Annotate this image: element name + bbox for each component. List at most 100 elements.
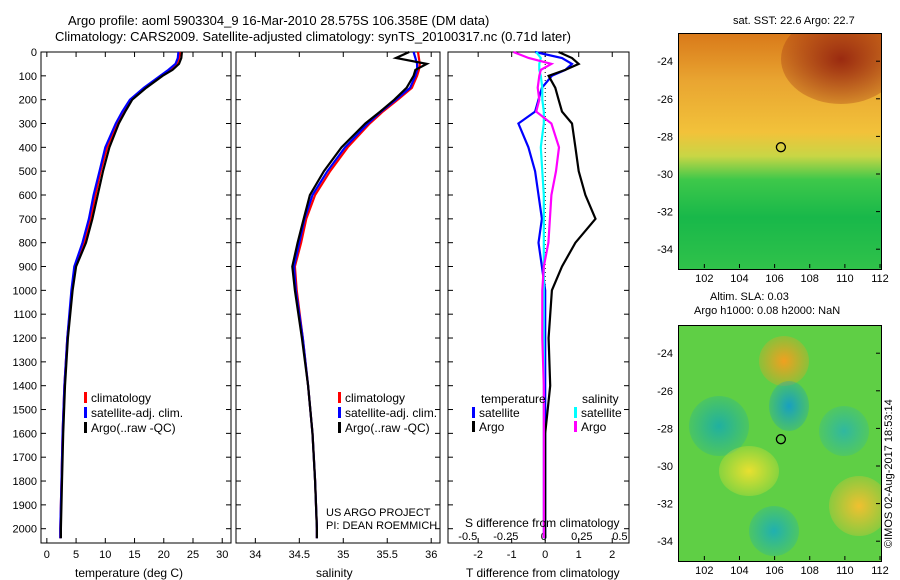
y-tick-label: 800 — [19, 238, 37, 250]
legend-swatch — [574, 407, 577, 418]
map-y-tick-label: -30 — [657, 169, 673, 181]
y-tick-label: 500 — [19, 166, 37, 178]
legend-label: Argo(..raw -QC) — [345, 421, 430, 435]
legend-label: satellite — [581, 406, 622, 420]
y-tick-label: 100 — [19, 71, 37, 83]
pi-label: PI: DEAN ROEMMICH — [326, 520, 438, 532]
x-tick-label: 5 — [73, 549, 79, 561]
y-tick-label: 700 — [19, 214, 37, 226]
y-tick-label: 1000 — [13, 285, 37, 297]
temperature-line-0 — [59, 51, 182, 539]
map-y-tick-label: -34 — [657, 244, 673, 256]
legend-label: satellite-adj. clim. — [345, 406, 437, 420]
legend-label: Argo — [479, 420, 505, 434]
map-y-tick-label: -30 — [657, 461, 673, 473]
map-y-tick-label: -28 — [657, 131, 673, 143]
map-y-tick-label: -32 — [657, 499, 673, 511]
argo-position-marker — [775, 434, 787, 445]
x-tick-label: 30 — [216, 549, 228, 561]
map-x-tick-label: 102 — [695, 565, 713, 577]
map-y-tick-label: -24 — [657, 56, 673, 68]
legend-label: climatology — [91, 391, 151, 405]
x-tick-label: 34 — [249, 549, 261, 561]
sst-map-title: sat. SST: 22.6 Argo: 22.7 — [733, 15, 855, 27]
map-y-tick-label: -24 — [657, 348, 673, 360]
diff-line-1 — [544, 50, 597, 539]
legend-swatch — [84, 392, 87, 403]
map-x-tick-label: 110 — [836, 273, 854, 285]
map-y-tick-label: -26 — [657, 94, 673, 106]
s-axis-label: S difference from climatology — [465, 516, 620, 530]
salinity-line-2 — [291, 50, 431, 539]
project-label: US ARGO PROJECT — [326, 507, 431, 519]
y-tick-label: 1800 — [13, 476, 37, 488]
y-tick-label: 1200 — [13, 333, 37, 345]
t-axis-label: T difference from climatology — [466, 566, 620, 580]
sst-map-field — [678, 33, 882, 270]
x-tick-label: 20 — [158, 549, 170, 561]
x-tick-label: 0 — [44, 549, 50, 561]
legend-swatch — [472, 421, 475, 432]
map-y-tick-label: -26 — [657, 386, 673, 398]
y-tick-label: 600 — [19, 190, 37, 202]
y-tick-label: 300 — [19, 119, 37, 131]
map-x-tick-label: 108 — [801, 273, 819, 285]
legend-label: satellite — [479, 406, 520, 420]
legend-title-temperature: temperature — [481, 392, 546, 406]
map-x-tick-label: 102 — [695, 273, 713, 285]
x-tick-label: 0 — [542, 549, 548, 561]
x-tick-label: -1 — [507, 549, 517, 561]
y-tick-label: 1400 — [13, 381, 37, 393]
x-tick-label: 36 — [425, 549, 437, 561]
y-tick-label: 2000 — [13, 524, 37, 536]
salinity-line-1 — [292, 51, 419, 539]
x-tick-label: 34.5 — [289, 549, 310, 561]
legend-swatch — [574, 421, 577, 432]
map-x-tick-label: 110 — [836, 565, 854, 577]
plot-frame — [235, 51, 441, 544]
sla-map-title-2: Argo h1000: 0.08 h2000: NaN — [694, 305, 841, 317]
legend-label: satellite-adj. clim. — [91, 406, 183, 420]
y-tick-label: 200 — [19, 95, 37, 107]
map-y-tick-label: -28 — [657, 423, 673, 435]
map-x-tick-label: 112 — [871, 273, 889, 285]
map-x-tick-label: 104 — [730, 273, 748, 285]
y-tick-label: 1100 — [13, 309, 37, 321]
s-tick-label: 0.25 — [571, 531, 592, 543]
map-y-tick-label: -34 — [657, 536, 673, 548]
sla-map-field — [678, 325, 882, 562]
legend-title-salinity: salinity — [582, 392, 619, 406]
y-tick-label: 1700 — [13, 452, 37, 464]
y-tick-label: 0 — [31, 47, 37, 59]
legend-swatch — [84, 407, 87, 418]
s-tick-label: -0.5 — [458, 531, 477, 543]
legend-label: Argo — [581, 420, 607, 434]
argo-position-marker — [775, 142, 787, 153]
x-tick-label: 25 — [187, 549, 199, 561]
y-tick-label: 1500 — [13, 405, 37, 417]
salinity-axis-label: salinity — [316, 566, 353, 580]
y-tick-label: 900 — [19, 262, 37, 274]
x-tick-label: 10 — [99, 549, 111, 561]
plot-frame — [447, 51, 630, 544]
legend-label: Argo(..raw -QC) — [91, 421, 176, 435]
legend-swatch — [338, 392, 341, 403]
legend-swatch — [472, 407, 475, 418]
legend-swatch — [84, 422, 87, 433]
x-tick-label: 35 — [337, 549, 349, 561]
x-tick-label: -2 — [473, 549, 483, 561]
y-tick-label: 1600 — [13, 428, 37, 440]
y-tick-label: 400 — [19, 142, 37, 154]
legend-label: climatology — [345, 391, 405, 405]
plot-frame — [40, 51, 232, 544]
title-line-2: Climatology: CARS2009. Satellite-adjuste… — [55, 29, 571, 44]
temperature-axis-label: temperature (deg C) — [75, 566, 183, 580]
x-tick-label: 2 — [609, 549, 615, 561]
y-tick-label: 1900 — [13, 500, 37, 512]
map-x-tick-label: 108 — [801, 565, 819, 577]
map-x-tick-label: 112 — [871, 565, 889, 577]
s-tick-label: 0.5 — [612, 531, 627, 543]
legend-swatch — [338, 422, 341, 433]
